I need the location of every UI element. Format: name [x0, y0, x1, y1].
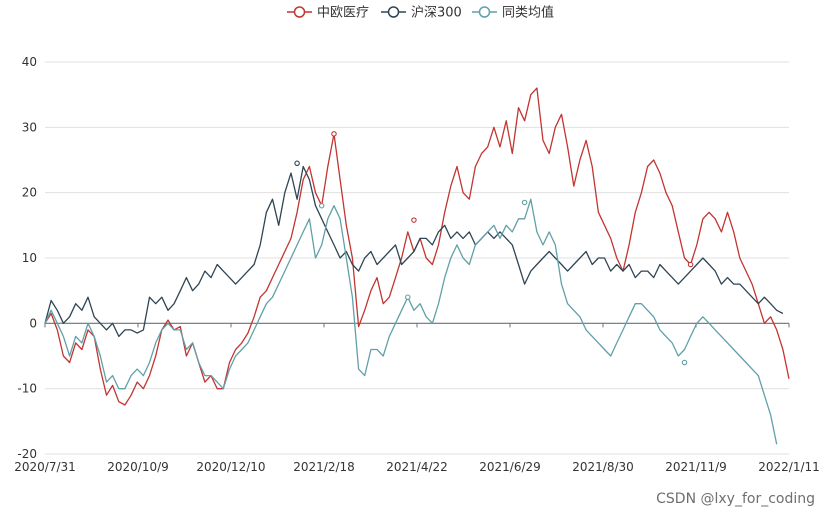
legend-circle-icon	[387, 6, 400, 18]
data-point-marker	[318, 202, 325, 209]
legend-item-0[interactable]: 中欧医疗	[287, 6, 369, 21]
legend-circle-icon	[478, 6, 491, 18]
legend-circle-icon	[293, 6, 306, 18]
series-line-1	[44, 165, 784, 338]
point-markers	[294, 131, 694, 366]
series-line-2	[44, 198, 778, 445]
data-point-marker	[411, 217, 417, 223]
x-tick-label: 2020/10/9	[107, 460, 169, 474]
x-tick-label: 2021/4/22	[386, 460, 448, 474]
x-tick-label: 2020/7/31	[14, 460, 76, 474]
data-point-marker	[331, 131, 337, 137]
series-line-0	[44, 87, 790, 406]
legend[interactable]: 中欧医疗 沪深300 同类均值	[287, 5, 554, 21]
y-tick-label: -20	[17, 447, 37, 461]
data-point-marker	[294, 160, 300, 167]
axes: -20 -10 0 10 20 30 40 2020/7/31 2020/10/9 2020/12…	[14, 55, 820, 474]
data-point-marker	[687, 261, 694, 268]
grid-lines	[45, 61, 789, 455]
x-tick-label: 2021/2/18	[293, 460, 355, 474]
legend-item-1[interactable]: 沪深300	[381, 5, 462, 21]
legend-label: 同类均值	[502, 5, 554, 21]
legend-item-2[interactable]: 同类均值	[472, 5, 554, 21]
y-tick-label: 0	[29, 316, 37, 330]
y-tick-label: 10	[22, 251, 37, 265]
y-tick-label: 30	[22, 120, 37, 134]
watermark-text: CSDN @lxy_for_coding	[656, 491, 815, 507]
legend-label: 沪深300	[411, 5, 462, 21]
x-tick-label: 2021/8/30	[572, 460, 634, 474]
data-point-marker	[405, 294, 411, 300]
x-tick-label: 2020/12/10	[196, 460, 265, 474]
y-tick-label: 40	[22, 55, 37, 69]
x-tick-label: 2021/11/9	[665, 460, 727, 474]
data-point-marker	[681, 359, 688, 366]
legend-label: 中欧医疗	[317, 6, 369, 21]
data-point-marker	[521, 199, 528, 206]
x-tick-label: 2021/6/29	[479, 460, 541, 474]
series-lines	[44, 87, 790, 445]
y-tick-label: -10	[17, 382, 37, 396]
x-tick-label: 2022/1/11	[758, 460, 820, 474]
y-tick-label: 20	[22, 186, 37, 200]
